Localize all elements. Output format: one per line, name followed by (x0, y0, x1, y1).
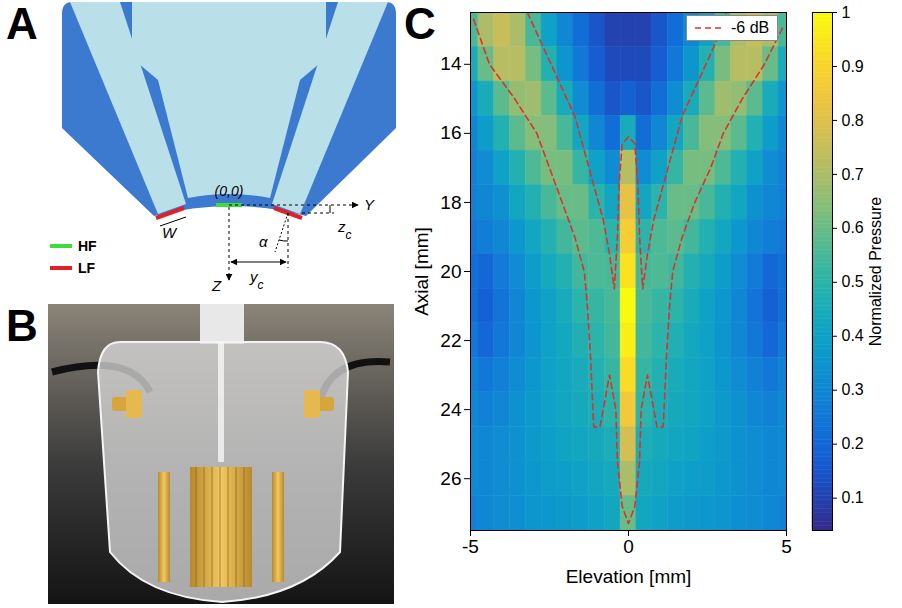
html-text:B: B (6, 301, 38, 350)
svg-text:Z: Z (211, 277, 222, 294)
svg-text:Axial [mm]: Axial [mm] (411, 227, 432, 316)
svg-text:14: 14 (440, 53, 462, 74)
svg-text:W: W (162, 224, 178, 241)
html-text:A: A (6, 0, 38, 48)
svg-text:Elevation [mm]: Elevation [mm] (566, 566, 692, 587)
svg-text:1: 1 (842, 4, 851, 21)
svg-text:HF: HF (78, 238, 97, 254)
svg-text:0.6: 0.6 (842, 219, 864, 236)
svg-text:-5: -5 (462, 536, 479, 557)
svg-text:yc: yc (249, 268, 264, 292)
svg-text:20: 20 (440, 261, 461, 282)
svg-text:LF: LF (78, 260, 96, 276)
svg-text:0.1: 0.1 (842, 489, 864, 506)
svg-text:22: 22 (440, 330, 461, 351)
svg-text:0.7: 0.7 (842, 165, 864, 182)
svg-text:16: 16 (440, 122, 461, 143)
html-text:-6 dB: -6 dB (731, 19, 770, 36)
html-text:C: C (404, 0, 436, 48)
svg-text:α: α (259, 233, 268, 250)
svg-text:24: 24 (440, 399, 462, 420)
svg-text:(0,0): (0,0) (215, 183, 244, 199)
svg-text:0.3: 0.3 (842, 381, 864, 398)
svg-text:0.2: 0.2 (842, 435, 864, 452)
svg-text:26: 26 (440, 468, 461, 489)
svg-text:0.5: 0.5 (842, 273, 864, 290)
svg-text:5: 5 (781, 536, 792, 557)
svg-text:zc: zc (337, 218, 352, 242)
svg-text:18: 18 (440, 192, 461, 213)
svg-text:0.4: 0.4 (842, 327, 864, 344)
svg-text:0.8: 0.8 (842, 112, 864, 129)
svg-text:Y: Y (364, 196, 375, 213)
svg-text:0: 0 (623, 536, 634, 557)
svg-text:0.9: 0.9 (842, 58, 864, 75)
svg-text:Normalized Pressure: Normalized Pressure (867, 197, 884, 346)
